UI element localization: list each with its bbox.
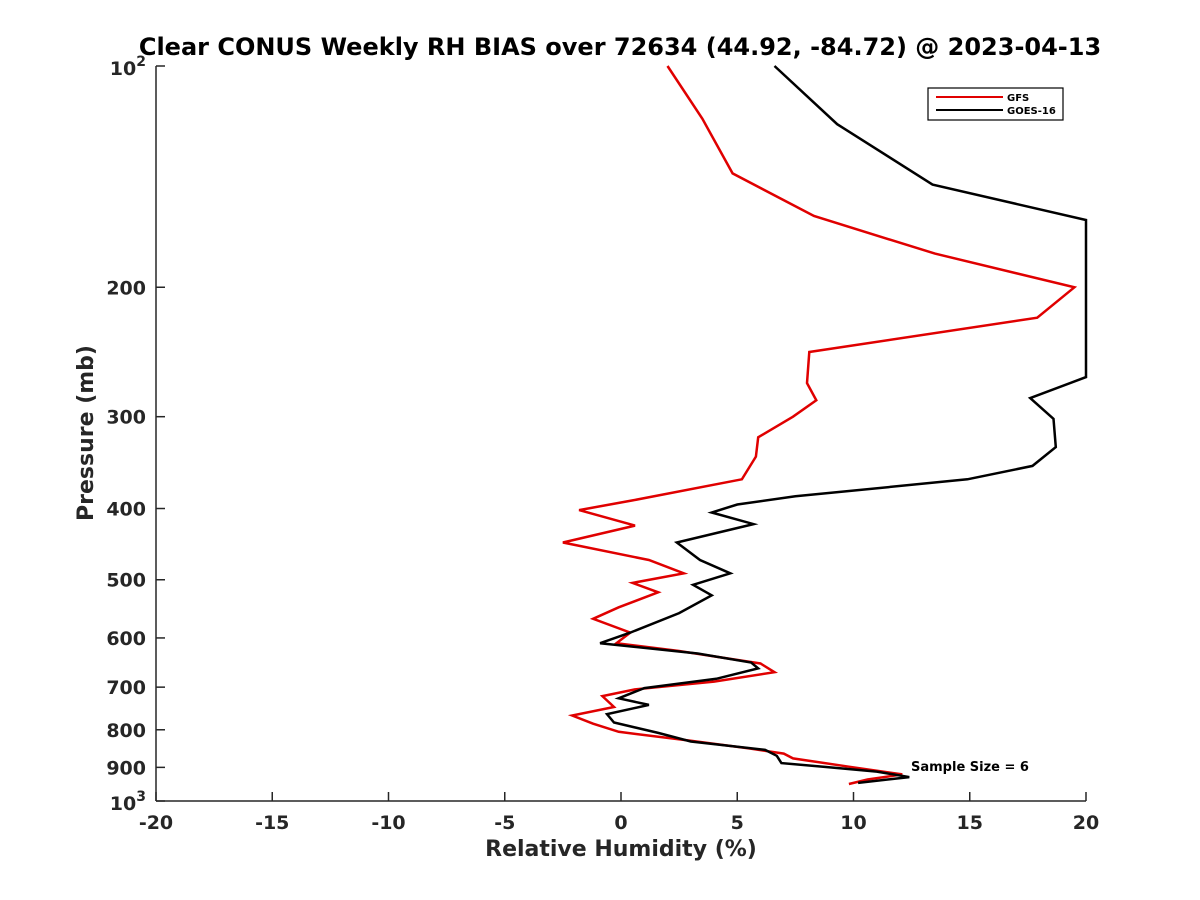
y-tick-label: 500 bbox=[106, 570, 146, 592]
x-tick-label: -5 bbox=[494, 812, 515, 834]
legend-box bbox=[927, 87, 1064, 121]
y-tick-label: 300 bbox=[106, 407, 146, 429]
y-tick-label-power: 102 bbox=[110, 54, 146, 80]
x-tick-label: -10 bbox=[371, 812, 405, 834]
x-tick-label: 20 bbox=[1073, 812, 1099, 834]
x-ticks: -20 -15 -10 -5 0 5 10 15 20 bbox=[139, 792, 1099, 834]
x-tick-label: -20 bbox=[139, 812, 173, 834]
x-tick-label: 5 bbox=[731, 812, 744, 834]
legend-label-goes: GOES-16 bbox=[1007, 106, 1056, 117]
x-tick-label: 15 bbox=[957, 812, 983, 834]
y-tick-label: 700 bbox=[106, 677, 146, 699]
sample-size-annotation: Sample Size = 6 bbox=[911, 760, 1029, 775]
series-layer bbox=[562, 65, 1088, 786]
y-tick-base: 10 bbox=[110, 793, 136, 815]
y-tick-label-power: 103 bbox=[110, 789, 146, 815]
legend-label-gfs: GFS bbox=[1007, 93, 1029, 104]
series-line-goes-16 bbox=[599, 65, 1088, 785]
legend: GFS GOES-16 bbox=[927, 87, 1064, 121]
chart-title: Clear CONUS Weekly RH BIAS over 72634 (4… bbox=[139, 33, 1101, 61]
y-tick-label: 400 bbox=[106, 499, 146, 521]
y-tick-label: 200 bbox=[106, 277, 146, 299]
y-tick-label: 600 bbox=[106, 628, 146, 650]
x-tick-label: 0 bbox=[614, 812, 627, 834]
x-tick-label: -15 bbox=[255, 812, 289, 834]
y-tick-label: 800 bbox=[106, 720, 146, 742]
y-tick-label: 900 bbox=[106, 757, 146, 779]
y-tick-exponent: 3 bbox=[136, 789, 146, 805]
x-axis-label: Relative Humidity (%) bbox=[485, 837, 757, 862]
y-tick-exponent: 2 bbox=[136, 54, 146, 70]
plot-area bbox=[156, 66, 1086, 801]
y-tick-base: 10 bbox=[110, 58, 136, 80]
y-axis-label: Pressure (mb) bbox=[74, 345, 99, 521]
x-tick-label: 10 bbox=[840, 812, 866, 834]
